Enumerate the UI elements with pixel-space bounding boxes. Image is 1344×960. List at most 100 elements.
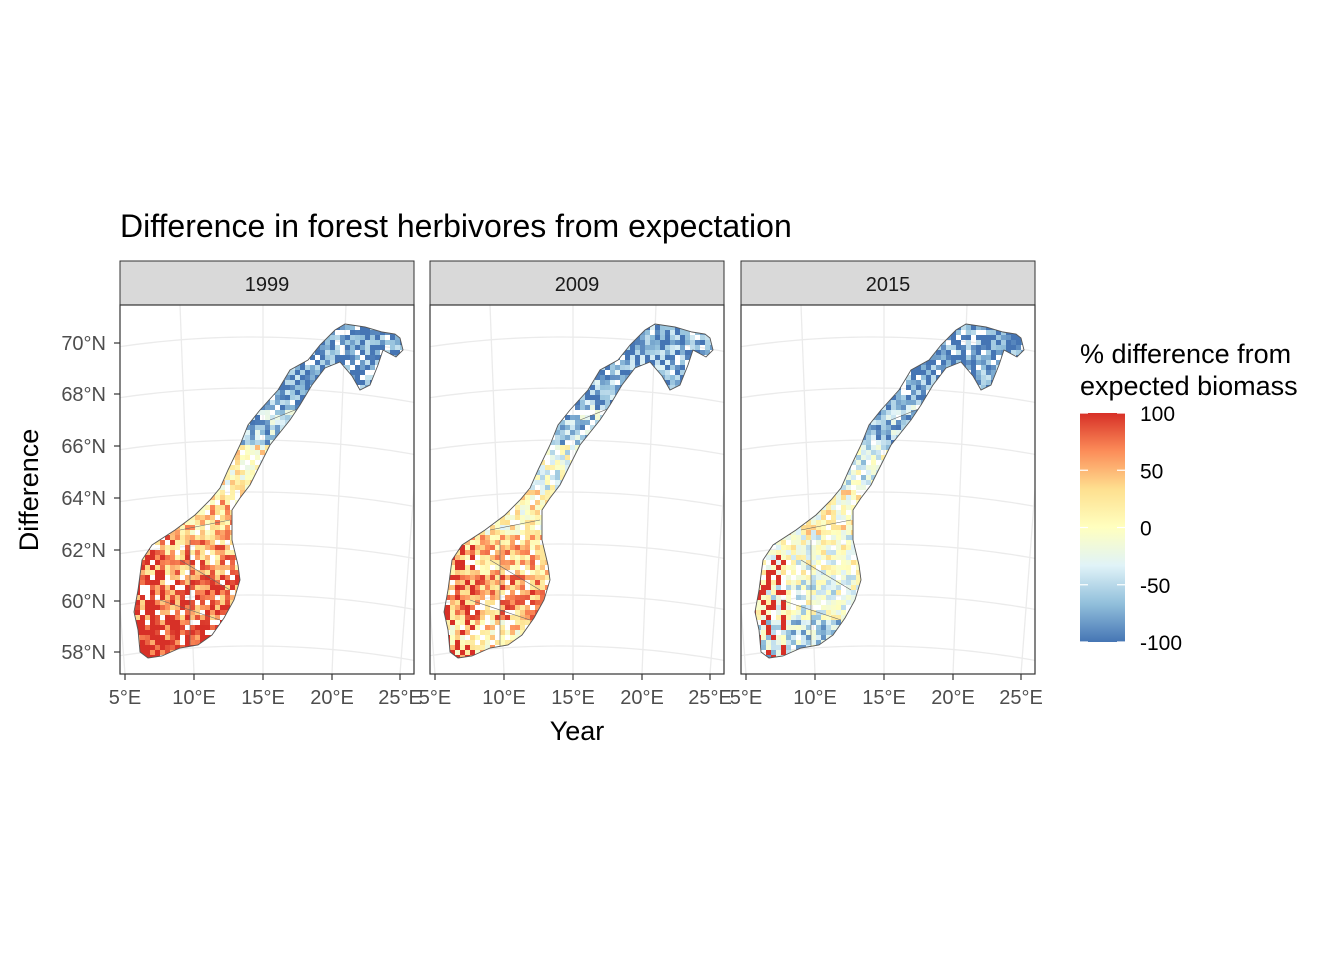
raster-cell	[200, 525, 205, 530]
raster-cell	[590, 385, 595, 390]
raster-cell	[230, 490, 235, 495]
raster-cell	[680, 345, 685, 350]
raster-cell	[150, 550, 155, 555]
raster-cell	[195, 630, 200, 635]
raster-cell	[250, 445, 255, 450]
raster-cell	[140, 595, 145, 600]
raster-cell	[675, 335, 680, 340]
raster-cell	[265, 415, 270, 420]
raster-cell	[245, 465, 250, 470]
raster-cell	[345, 345, 350, 350]
raster-cell	[215, 560, 220, 565]
raster-cell	[165, 595, 170, 600]
raster-cell	[185, 590, 190, 595]
raster-cell	[570, 425, 575, 430]
raster-cell	[605, 405, 610, 410]
raster-cell	[200, 540, 205, 545]
raster-cell	[240, 460, 245, 465]
raster-cell	[615, 365, 620, 370]
raster-cell	[255, 420, 260, 425]
raster-cell	[170, 645, 175, 650]
raster-cell	[555, 430, 560, 435]
raster-cell	[220, 570, 225, 575]
raster-cell	[350, 335, 355, 340]
raster-cell	[210, 530, 215, 535]
raster-cell	[620, 370, 625, 375]
raster-cell	[190, 560, 195, 565]
raster-cell	[615, 370, 620, 375]
raster-cell	[630, 360, 635, 365]
raster-cell	[220, 535, 225, 540]
raster-cell	[365, 365, 370, 370]
raster-cell	[235, 450, 240, 455]
raster-cell	[155, 540, 160, 545]
raster-cell	[210, 595, 215, 600]
raster-cell	[190, 640, 195, 645]
raster-cell	[665, 360, 670, 365]
raster-cell	[140, 635, 145, 640]
raster-cell	[210, 535, 215, 540]
raster-cell	[300, 390, 305, 395]
raster-cell	[200, 615, 205, 620]
raster-cell	[330, 340, 335, 345]
raster-cell	[665, 340, 670, 345]
raster-cell	[565, 450, 570, 455]
raster-cell	[215, 555, 220, 560]
raster-cell	[645, 350, 650, 355]
raster-cell	[205, 615, 210, 620]
raster-cell	[200, 510, 205, 515]
raster-cell	[575, 435, 580, 440]
raster-cell	[295, 380, 300, 385]
raster-cell	[185, 525, 190, 530]
raster-cell	[580, 435, 585, 440]
raster-cell	[230, 570, 235, 575]
raster-cell	[290, 370, 295, 375]
raster-cell	[290, 410, 295, 415]
raster-cell	[355, 380, 360, 385]
raster-cell	[225, 595, 230, 600]
raster-cell	[175, 590, 180, 595]
raster-cell	[315, 370, 320, 375]
raster-cell	[335, 350, 340, 355]
raster-cell	[315, 360, 320, 365]
raster-cell	[625, 370, 630, 375]
raster-cell	[560, 475, 565, 480]
raster-cell	[165, 635, 170, 640]
raster-cell	[200, 595, 205, 600]
raster-cell	[200, 635, 205, 640]
graticule-lat	[430, 491, 724, 508]
raster-cell	[185, 520, 190, 525]
raster-cell	[140, 560, 145, 565]
raster-cell	[235, 565, 240, 570]
raster-cell	[310, 355, 315, 360]
raster-cell	[185, 605, 190, 610]
raster-cell	[650, 335, 655, 340]
raster-cell	[205, 505, 210, 510]
raster-cell	[225, 510, 230, 515]
raster-cell	[200, 530, 205, 535]
raster-cell	[175, 535, 180, 540]
raster-cell	[625, 360, 630, 365]
raster-cell	[235, 575, 240, 580]
raster-cell	[360, 385, 365, 390]
raster-cell	[210, 550, 215, 555]
raster-cell	[200, 590, 205, 595]
raster-cell	[575, 440, 580, 445]
raster-cell	[345, 365, 350, 370]
raster-cell	[180, 625, 185, 630]
raster-cell	[605, 395, 610, 400]
raster-cell	[195, 605, 200, 610]
raster-cell	[590, 395, 595, 400]
raster-cell	[580, 420, 585, 425]
raster-cell	[370, 350, 375, 355]
raster-cell	[220, 540, 225, 545]
raster-cell	[565, 445, 570, 450]
raster-cell	[190, 575, 195, 580]
raster-cell	[555, 475, 560, 480]
raster-cell	[700, 350, 705, 355]
raster-cell	[185, 640, 190, 645]
raster-cell	[190, 540, 195, 545]
raster-cell	[345, 325, 350, 330]
raster-cell	[600, 375, 605, 380]
raster-cell	[180, 590, 185, 595]
